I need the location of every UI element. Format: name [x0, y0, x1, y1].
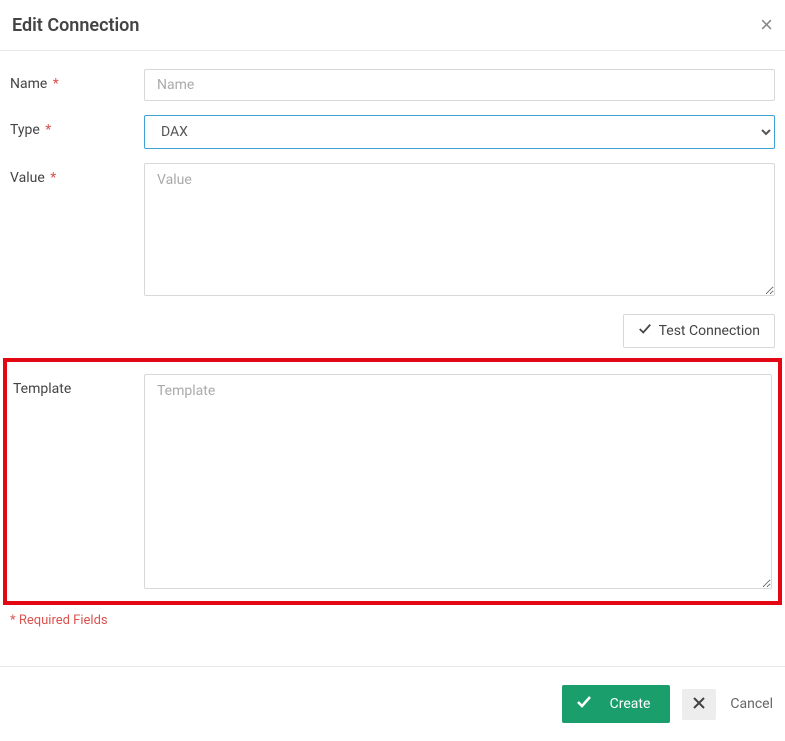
name-label: Name * [10, 69, 144, 92]
type-row: Type * DAX [10, 115, 775, 149]
modal-header: Edit Connection × [0, 0, 785, 51]
cancel-link[interactable]: Cancel [730, 696, 773, 712]
check-icon [638, 322, 652, 340]
type-select[interactable]: DAX [144, 115, 775, 149]
value-label-text: Value [10, 170, 45, 186]
modal-footer: Create Cancel [0, 666, 785, 741]
value-textarea-wrap [144, 163, 775, 300]
test-connection-row: Test Connection [10, 314, 775, 348]
check-icon [576, 694, 592, 714]
template-textarea[interactable] [144, 374, 772, 589]
test-connection-label: Test Connection [659, 323, 760, 339]
template-highlighted-section: Template [3, 358, 782, 605]
x-icon [693, 697, 705, 712]
name-input-wrap [144, 69, 775, 101]
template-label: Template [13, 374, 144, 397]
type-label: Type * [10, 115, 144, 138]
name-row: Name * [10, 69, 775, 101]
test-connection-button[interactable]: Test Connection [623, 314, 775, 348]
template-row: Template [13, 374, 772, 593]
form-body: Name * Type * DAX Value * [0, 51, 785, 638]
template-label-text: Template [13, 381, 71, 397]
required-asterisk: * [45, 122, 51, 138]
required-asterisk: * [53, 76, 59, 92]
modal-title: Edit Connection [12, 15, 139, 36]
name-label-text: Name [10, 76, 47, 92]
value-label: Value * [10, 163, 144, 186]
close-button[interactable]: × [760, 14, 773, 36]
name-input[interactable] [144, 69, 775, 101]
type-select-wrap: DAX [144, 115, 775, 149]
close-icon: × [760, 12, 773, 37]
type-label-text: Type [10, 122, 40, 138]
value-row: Value * [10, 163, 775, 300]
value-textarea[interactable] [144, 163, 775, 296]
create-button[interactable]: Create [562, 685, 671, 723]
create-label: Create [610, 696, 651, 712]
required-asterisk: * [50, 170, 56, 186]
required-fields-note: * Required Fields [10, 613, 775, 628]
cancel-icon-button[interactable] [682, 689, 716, 720]
template-textarea-wrap [144, 374, 772, 593]
